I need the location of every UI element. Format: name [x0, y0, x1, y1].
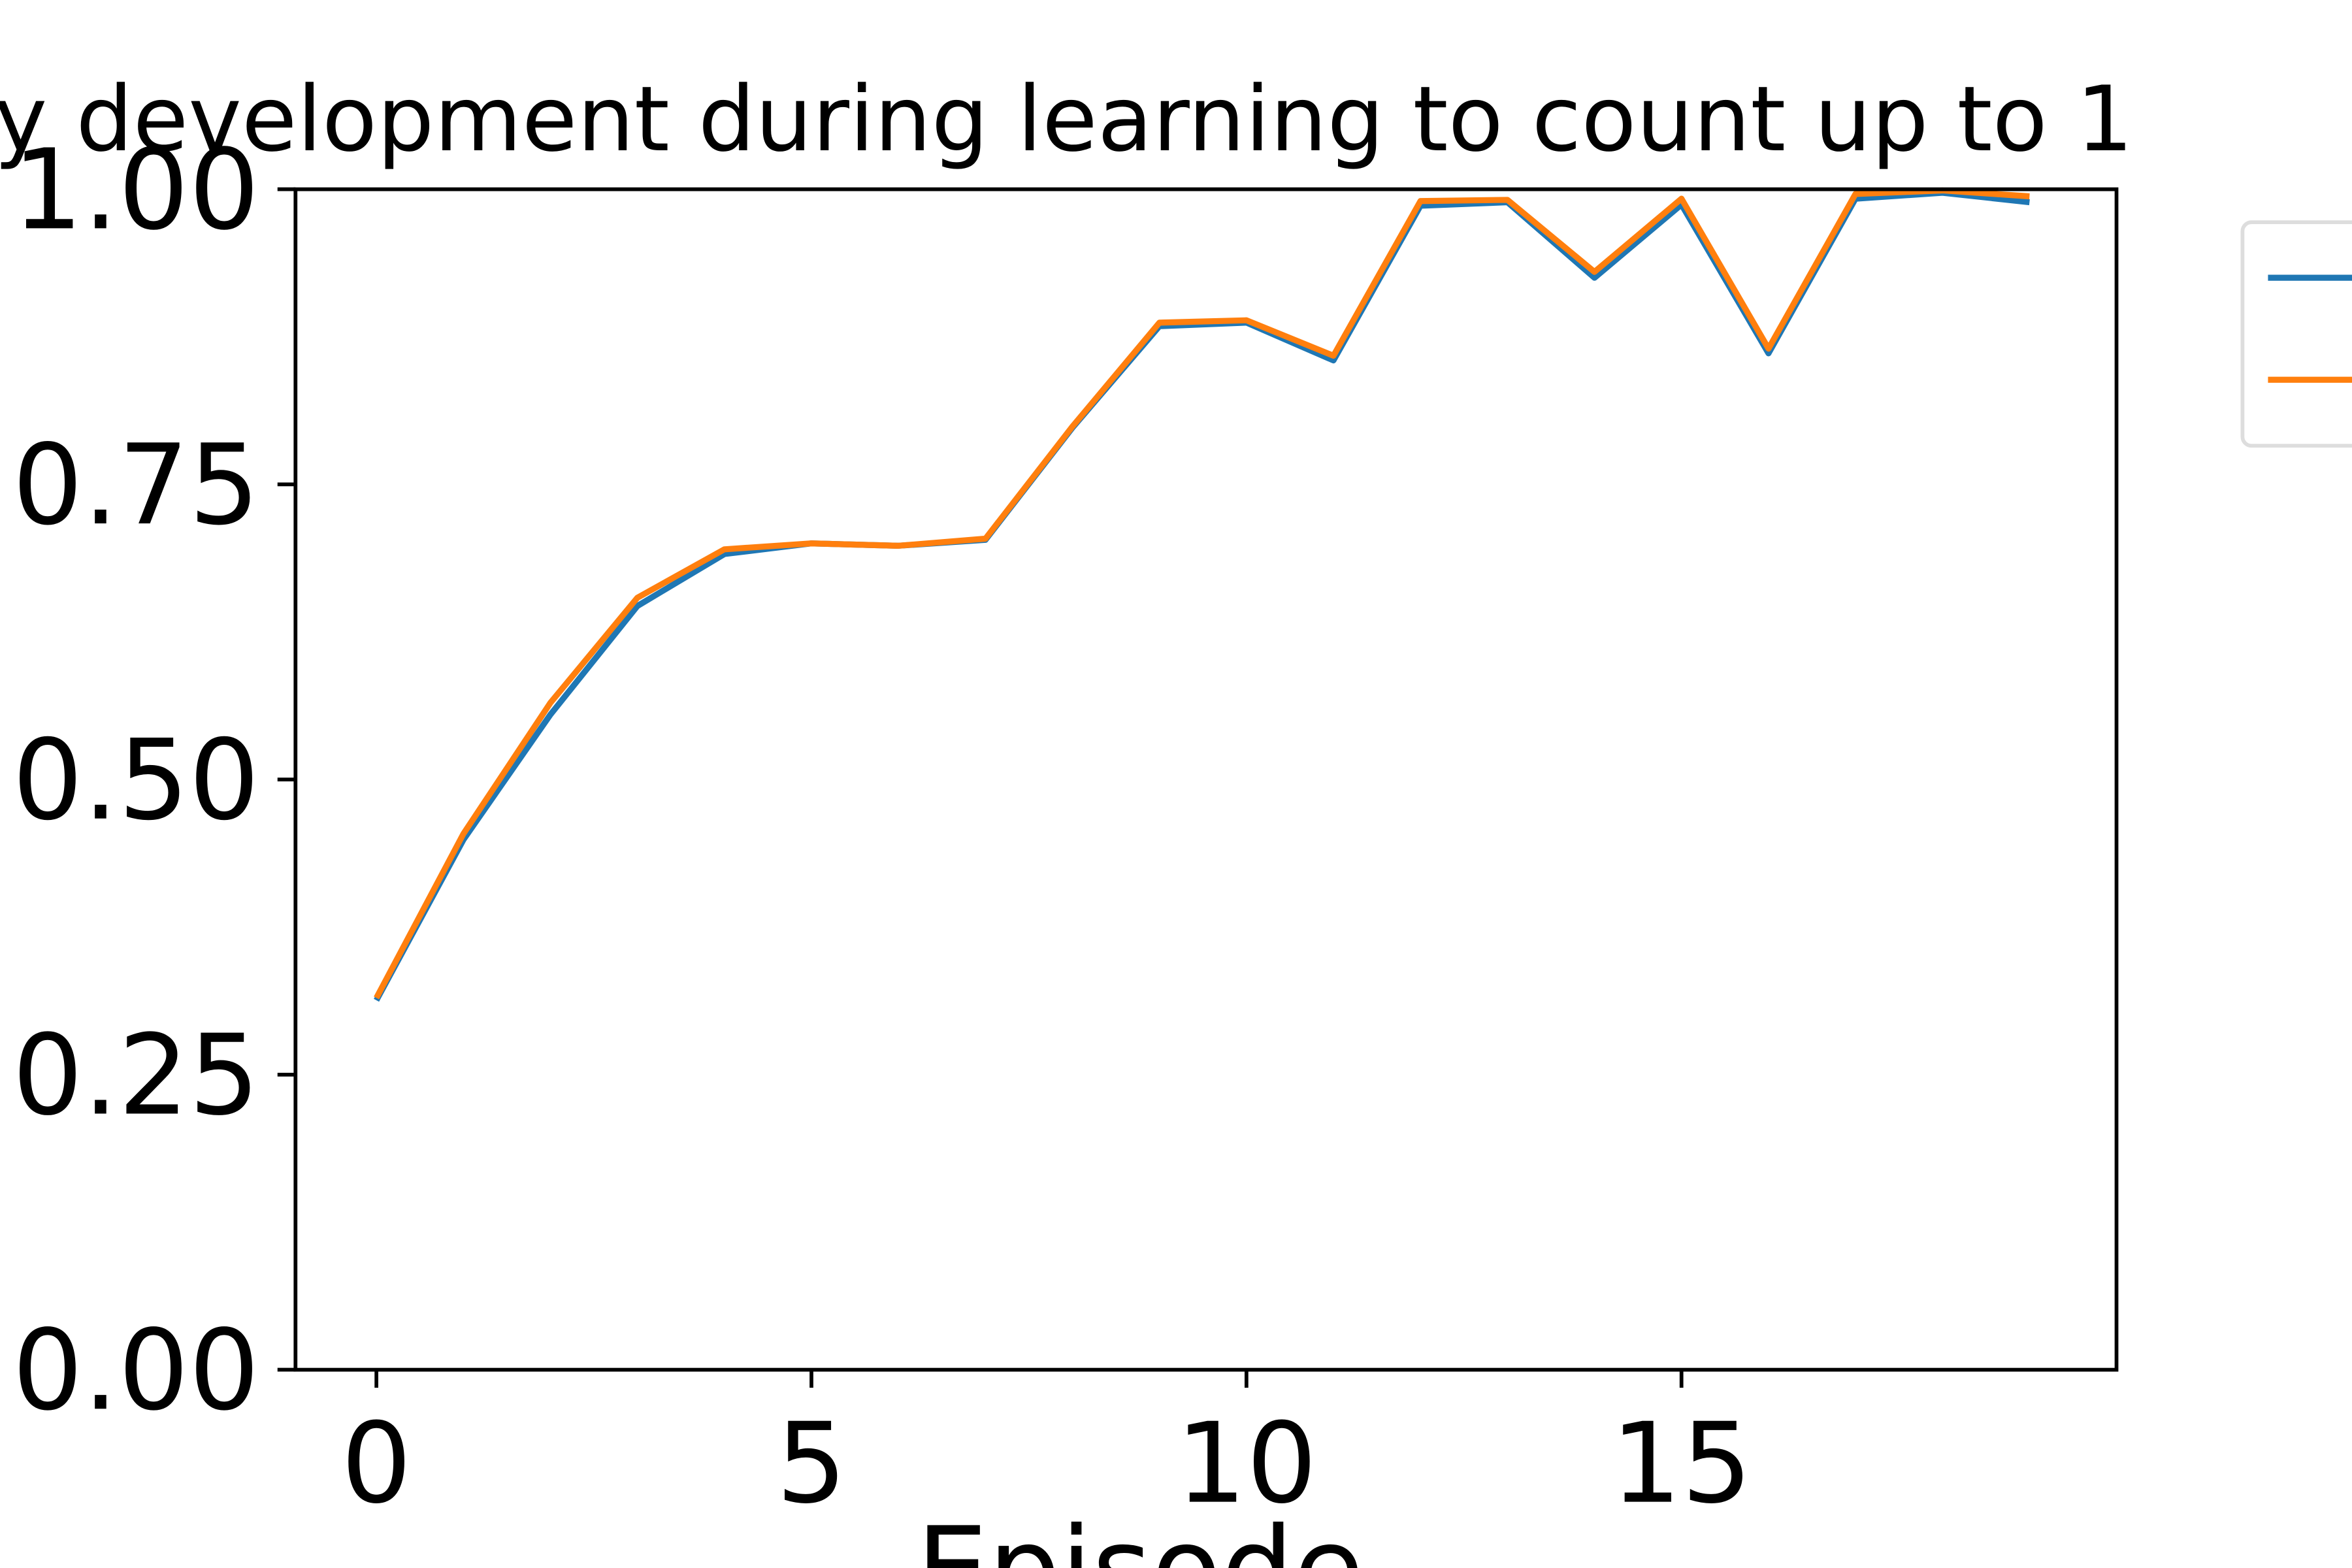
- y-tick-label: 0.75: [12, 421, 259, 550]
- x-axis-label: Episode: [916, 1503, 1364, 1568]
- data-line: [374, 187, 2030, 1000]
- x-tick-label: 10: [1176, 1399, 1317, 1529]
- y-tick-label: 1.00: [12, 125, 259, 255]
- x-tick-label: 5: [776, 1399, 847, 1529]
- y-tick-label: 0.50: [12, 716, 259, 845]
- data-line: [374, 189, 2030, 1002]
- plot-frame: [293, 187, 2119, 1372]
- legend-box: [2240, 220, 2352, 448]
- y-tick-label: 0.00: [12, 1306, 259, 1435]
- x-tick-label: 0: [341, 1399, 412, 1529]
- chart-title: y development during learning to count u…: [0, 67, 2133, 172]
- x-tick-label: 15: [1611, 1399, 1752, 1529]
- y-tick-label: 0.25: [12, 1011, 259, 1141]
